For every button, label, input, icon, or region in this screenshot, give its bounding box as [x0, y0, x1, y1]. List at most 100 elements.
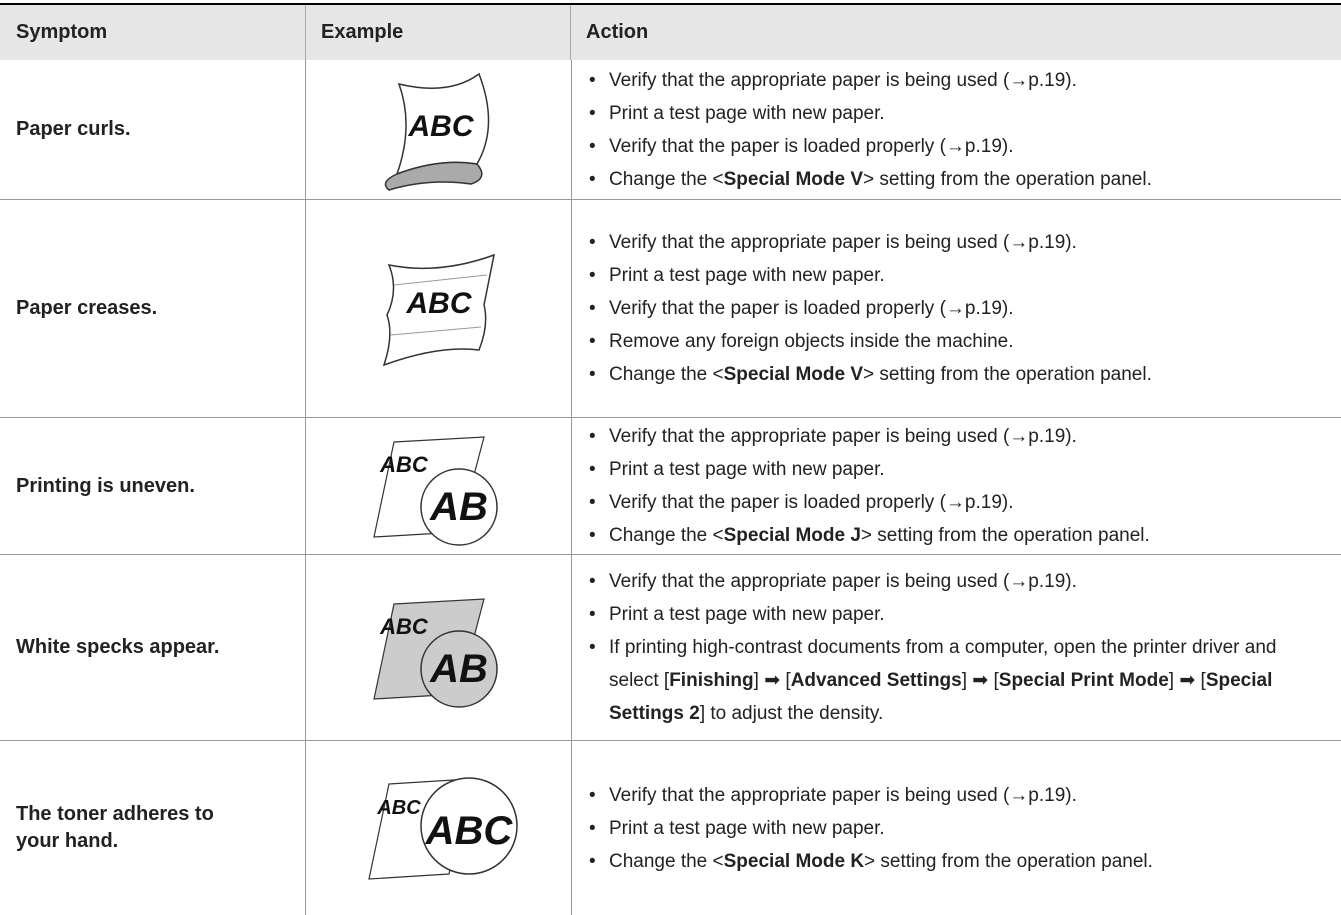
- action-item: Verify that the appropriate paper is bei…: [587, 779, 1153, 812]
- text: Verify that the appropriate paper is bei…: [609, 232, 1077, 253]
- example-cell: ABC AB: [305, 555, 572, 740]
- action-item: Verify that the paper is loaded properly…: [587, 130, 1152, 163]
- table-row: Paper creases. ABC Verify that the appropr…: [0, 200, 1341, 418]
- example-text: ABC: [379, 452, 429, 477]
- symptom: Paper creases.: [16, 297, 158, 319]
- text: Print a test page with new paper.: [609, 817, 885, 839]
- action-cell: Verify that the appropriate paper is bei…: [571, 60, 1341, 199]
- example-cell: ABC: [305, 200, 572, 417]
- action-item: Print a test page with new paper.: [587, 598, 1331, 631]
- action-item: Change the <Special Mode J> setting from…: [587, 519, 1150, 552]
- text: > setting from the operation panel.: [863, 364, 1152, 385]
- text: Change the <: [609, 525, 724, 546]
- magnifier: [419, 777, 518, 875]
- action-item: Verify that the paper is loaded properly…: [587, 486, 1150, 519]
- example-text: AB: [429, 485, 488, 529]
- text: If printing high-contrast documents from…: [609, 637, 1277, 691]
- text: ] ➡ [: [961, 670, 999, 691]
- example-text: ABC: [379, 614, 429, 639]
- text: > setting from the operation panel.: [864, 850, 1153, 872]
- text: Verify that the appropriate paper is bei…: [609, 426, 1077, 447]
- bold-text: Special Mode J: [723, 525, 861, 546]
- action-item: Change the <Special Mode V> setting from…: [587, 358, 1152, 391]
- action-list: Verify that the appropriate paper is bei…: [587, 565, 1331, 730]
- bold-text: Special Settings 2: [609, 670, 1273, 724]
- text: Verify that the paper is loaded properly…: [609, 135, 1014, 157]
- separator: [570, 5, 571, 60]
- example-illustration: ABC: [382, 253, 495, 366]
- paper-curl: [384, 161, 483, 191]
- action-item: Verify that the paper is loaded properly…: [587, 292, 1152, 325]
- text: > setting from the operation panel.: [860, 525, 1150, 546]
- bold-text: Special Mode V: [723, 168, 863, 190]
- action-item: Change the <Special Mode K> setting from…: [587, 845, 1153, 878]
- text: Print a test page with new paper.: [609, 604, 885, 625]
- table-row: Paper curls. ABC Verify that the appropria…: [0, 60, 1341, 200]
- example-illustration: ABC: [384, 72, 489, 191]
- action-item: Print a test page with new paper.: [587, 453, 1150, 486]
- action-item: Print a test page with new paper.: [587, 812, 1153, 845]
- text: Verify that the appropriate paper is bei…: [609, 784, 1077, 806]
- bold-text: Finishing: [669, 670, 754, 691]
- action-item: Remove any foreign objects inside the ma…: [587, 325, 1152, 358]
- magnifier: [419, 629, 498, 708]
- text: Print a test page with new paper.: [609, 459, 885, 480]
- example-text: ABC: [424, 809, 513, 853]
- header-cell: Symptom: [16, 21, 108, 43]
- action-item: Verify that the appropriate paper is bei…: [587, 226, 1152, 259]
- action-item: Change the <Special Mode V> setting from…: [587, 163, 1152, 196]
- action-item: If printing high-contrast documents from…: [587, 631, 1331, 730]
- magnifier: [419, 468, 498, 546]
- paper: [382, 253, 495, 366]
- text: > setting from the operation panel.: [863, 168, 1152, 190]
- bold-text: Special Print Mode: [998, 670, 1169, 691]
- text: Print a test page with new paper.: [609, 265, 885, 286]
- text: Change the <: [609, 850, 724, 872]
- action-cell: Verify that the appropriate paper is bei…: [571, 200, 1341, 417]
- bold-text: Special Mode V: [723, 364, 863, 385]
- action-item: Verify that the appropriate paper is bei…: [587, 64, 1152, 97]
- symptom: White specks appear.: [16, 636, 220, 658]
- action-list: Verify that the appropriate paper is bei…: [587, 420, 1150, 552]
- bold-text: Advanced Settings: [790, 670, 962, 691]
- bold-text: Special Mode K: [723, 850, 865, 872]
- action-cell: Verify that the appropriate paper is bei…: [571, 418, 1341, 554]
- text: Remove any foreign objects inside the ma…: [609, 331, 1014, 352]
- example-text: ABC: [376, 797, 421, 819]
- text: ] ➡ [: [1168, 670, 1206, 691]
- symptom: The toner adheres to your hand.: [16, 803, 214, 852]
- action-item: Print a test page with new paper.: [587, 259, 1152, 292]
- text: Print a test page with new paper.: [609, 102, 885, 124]
- symptom: Paper curls.: [16, 118, 131, 140]
- action-list: Verify that the appropriate paper is bei…: [587, 64, 1152, 196]
- text: Verify that the appropriate paper is bei…: [609, 69, 1077, 91]
- text: Change the <: [609, 364, 724, 385]
- separator: [305, 5, 306, 60]
- example-text: ABC: [407, 110, 474, 143]
- example-cell: ABC ABC: [305, 741, 572, 915]
- example-cell: ABC AB: [305, 418, 572, 554]
- text: ] to adjust the density.: [699, 703, 884, 724]
- example-cell: ABC: [305, 60, 572, 199]
- text: Verify that the appropriate paper is bei…: [609, 571, 1077, 592]
- example-text: ABC: [405, 287, 472, 320]
- header-cell: Example: [321, 21, 404, 43]
- header-cell: Action: [586, 21, 649, 43]
- action-cell: Verify that the appropriate paper is bei…: [571, 555, 1341, 740]
- text: ] ➡ [: [753, 670, 791, 691]
- action-list: Verify that the appropriate paper is bei…: [587, 779, 1153, 878]
- action-item: Verify that the appropriate paper is bei…: [587, 420, 1150, 453]
- action-cell: Verify that the appropriate paper is bei…: [571, 741, 1341, 915]
- text: Verify that the paper is loaded properly…: [609, 492, 1014, 513]
- crease: [390, 274, 487, 335]
- text: Change the <: [609, 168, 724, 190]
- text: Verify that the paper is loaded properly…: [609, 298, 1014, 319]
- symptom: Printing is uneven.: [16, 474, 195, 497]
